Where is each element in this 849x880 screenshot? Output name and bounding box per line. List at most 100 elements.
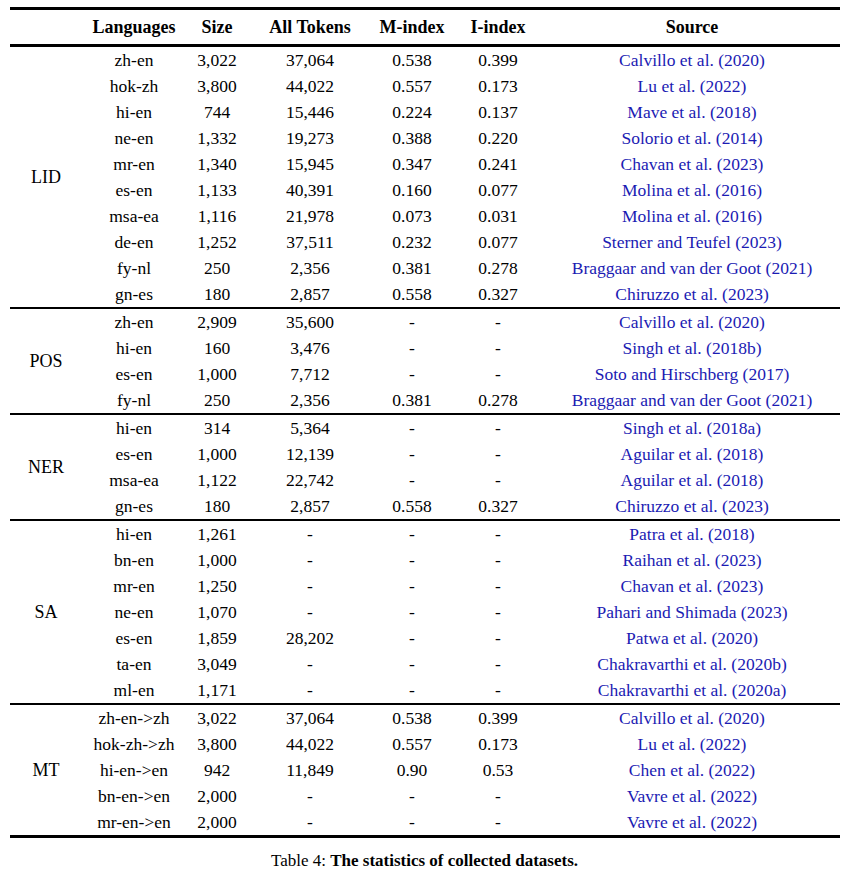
cell-i-index: - [452, 599, 544, 625]
citation-link[interactable]: Singh et al. (2018a) [623, 418, 761, 438]
cell-source: Chakravarthi et al. (2020b) [544, 651, 840, 677]
cell-source: Aguilar et al. (2018) [544, 441, 840, 467]
citation-link[interactable]: Aguilar et al. (2018) [621, 444, 764, 464]
citation-link[interactable]: Molina et al. (2016) [622, 180, 762, 200]
cell-all-tokens: - [248, 547, 372, 573]
citation-link[interactable]: Aguilar et al. (2018) [621, 470, 764, 490]
cell-source: Braggaar and van der Goot (2021) [544, 255, 840, 281]
citation-link[interactable]: Raihan et al. (2023) [623, 550, 762, 570]
cell-i-index: 0.399 [452, 46, 544, 74]
table-row: bn-en->en2,000---Vavre et al. (2022) [10, 783, 840, 809]
cell-source: Singh et al. (2018b) [544, 335, 840, 361]
cell-source: Mave et al. (2018) [544, 99, 840, 125]
citation-link[interactable]: Soto and Hirschberg (2017) [595, 364, 790, 384]
citation-link[interactable]: Calvillo et al. (2020) [619, 50, 765, 70]
cell-all-tokens: - [248, 573, 372, 599]
task-group-label: LID [10, 46, 82, 309]
datasets-table-body: LIDzh-en3,02237,0640.5380.399Calvillo et… [10, 46, 840, 837]
citation-link[interactable]: Molina et al. (2016) [622, 206, 762, 226]
table-row: mr-en->en2,000---Vavre et al. (2022) [10, 809, 840, 837]
cell-size: 2,000 [186, 809, 248, 837]
cell-languages: hi-en [82, 99, 186, 125]
citation-link[interactable]: Chiruzzo et al. (2023) [615, 496, 769, 516]
table-row: de-en1,25237,5110.2320.077Sterner and Te… [10, 229, 840, 255]
cell-languages: es-en [82, 177, 186, 203]
citation-link[interactable]: Chavan et al. (2023) [621, 154, 764, 174]
cell-m-index: - [372, 520, 452, 547]
cell-languages: hi-en [82, 414, 186, 441]
citation-link[interactable]: Mave et al. (2018) [627, 102, 756, 122]
citation-link[interactable]: Sterner and Teufel (2023) [602, 232, 782, 252]
cell-i-index: 0.327 [452, 493, 544, 520]
cell-i-index: - [452, 361, 544, 387]
cell-m-index: - [372, 651, 452, 677]
cell-m-index: - [372, 335, 452, 361]
cell-m-index: - [372, 467, 452, 493]
cell-all-tokens: - [248, 599, 372, 625]
citation-link[interactable]: Braggaar and van der Goot (2021) [572, 390, 813, 410]
cell-all-tokens: 44,022 [248, 73, 372, 99]
cell-languages: hok-zh->zh [82, 731, 186, 757]
citation-link[interactable]: Patwa et al. (2020) [626, 628, 758, 648]
cell-all-tokens: 15,446 [248, 99, 372, 125]
citation-link[interactable]: Calvillo et al. (2020) [619, 708, 765, 728]
citation-link[interactable]: Vavre et al. (2022) [627, 786, 757, 806]
cell-languages: ta-en [82, 651, 186, 677]
cell-i-index: - [452, 308, 544, 335]
cell-all-tokens: 5,364 [248, 414, 372, 441]
citation-link[interactable]: Lu et al. (2022) [638, 734, 747, 754]
citation-link[interactable]: Chavan et al. (2023) [621, 576, 764, 596]
cell-i-index: - [452, 547, 544, 573]
table-row: gn-es1802,8570.5580.327Chiruzzo et al. (… [10, 281, 840, 308]
cell-source: Singh et al. (2018a) [544, 414, 840, 441]
cell-source: Solorio et al. (2014) [544, 125, 840, 151]
task-group-label: MT [10, 704, 82, 837]
cell-languages: msa-ea [82, 203, 186, 229]
cell-source: Braggaar and van der Goot (2021) [544, 387, 840, 414]
table-row: msa-ea1,12222,742--Aguilar et al. (2018) [10, 467, 840, 493]
cell-source: Chen et al. (2022) [544, 757, 840, 783]
citation-link[interactable]: Vavre et al. (2022) [627, 812, 757, 832]
cell-all-tokens: 19,273 [248, 125, 372, 151]
citation-link[interactable]: Pahari and Shimada (2023) [597, 602, 788, 622]
cell-m-index: - [372, 677, 452, 704]
cell-source: Lu et al. (2022) [544, 731, 840, 757]
table-row: hi-en74415,4460.2240.137Mave et al. (201… [10, 99, 840, 125]
citation-link[interactable]: Singh et al. (2018b) [622, 338, 761, 358]
citation-link[interactable]: Patra et al. (2018) [629, 524, 754, 544]
cell-all-tokens: 11,849 [248, 757, 372, 783]
table-row: hi-en1603,476--Singh et al. (2018b) [10, 335, 840, 361]
cell-languages: ml-en [82, 677, 186, 704]
cell-size: 1,000 [186, 361, 248, 387]
task-group-label: POS [10, 308, 82, 414]
citation-link[interactable]: Chen et al. (2022) [629, 760, 755, 780]
table-row: msa-ea1,11621,9780.0730.031Molina et al.… [10, 203, 840, 229]
cell-size: 1,859 [186, 625, 248, 651]
caption-prefix: Table 4: [271, 851, 330, 870]
cell-languages: zh-en [82, 308, 186, 335]
cell-source: Lu et al. (2022) [544, 73, 840, 99]
cell-size: 250 [186, 387, 248, 414]
column-header-m-index: M-index [372, 9, 452, 46]
cell-languages: mr-en->en [82, 809, 186, 837]
citation-link[interactable]: Calvillo et al. (2020) [619, 312, 765, 332]
cell-i-index: 0.137 [452, 99, 544, 125]
citation-link[interactable]: Lu et al. (2022) [638, 76, 747, 96]
cell-all-tokens: - [248, 677, 372, 704]
cell-m-index: 0.388 [372, 125, 452, 151]
cell-source: Calvillo et al. (2020) [544, 704, 840, 731]
cell-i-index: - [452, 414, 544, 441]
cell-languages: ne-en [82, 125, 186, 151]
column-header-languages: Languages [82, 9, 186, 46]
cell-size: 1,250 [186, 573, 248, 599]
cell-languages: es-en [82, 441, 186, 467]
cell-i-index: - [452, 625, 544, 651]
citation-link[interactable]: Chiruzzo et al. (2023) [615, 284, 769, 304]
cell-languages: hok-zh [82, 73, 186, 99]
citation-link[interactable]: Solorio et al. (2014) [622, 128, 763, 148]
citation-link[interactable]: Braggaar and van der Goot (2021) [572, 258, 813, 278]
citation-link[interactable]: Chakravarthi et al. (2020a) [598, 680, 787, 700]
citation-link[interactable]: Chakravarthi et al. (2020b) [597, 654, 787, 674]
cell-i-index: - [452, 651, 544, 677]
cell-size: 160 [186, 335, 248, 361]
